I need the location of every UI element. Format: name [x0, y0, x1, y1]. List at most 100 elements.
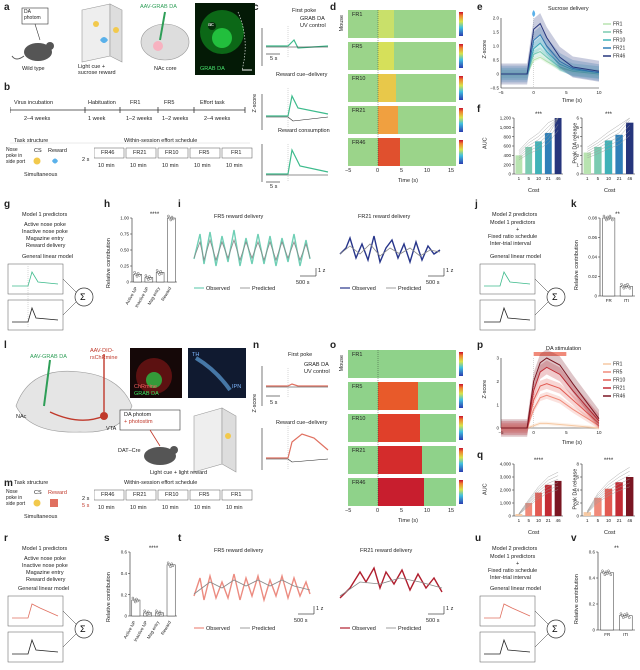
t-z-1: 1 z: [316, 606, 324, 612]
data-point: [170, 562, 173, 565]
aav-label: AAV-GRAB DA: [140, 4, 177, 10]
u-title: Model 2 predictors: [492, 546, 538, 552]
x-tick-label: 1: [586, 176, 589, 181]
x-tick-label: FR: [604, 632, 611, 637]
subject-line: [518, 117, 559, 153]
y-tick-label: 0: [124, 614, 127, 619]
panel-label-d: d: [330, 2, 337, 13]
legend-label: FR5: [613, 30, 623, 36]
o-tick-1: −5: [345, 508, 352, 514]
bar: [544, 484, 552, 516]
data-point: [608, 571, 611, 574]
d-tick-2: 0: [376, 168, 380, 174]
n-scale: 5 s: [270, 400, 278, 406]
subject-line: [518, 489, 559, 515]
panel-label-v: v: [571, 533, 577, 544]
svg-text:Σ: Σ: [552, 624, 558, 634]
data-point: [136, 599, 139, 603]
f-ylabel-auc: AUC: [482, 137, 489, 149]
m-min-1: 10 min: [98, 505, 115, 511]
m-schedule-boxes: [94, 489, 253, 501]
l-ipn: IPN: [232, 384, 242, 390]
legend-label: FR21: [613, 46, 625, 52]
series-error-band: [501, 13, 599, 85]
data-point: [626, 614, 630, 617]
data-point: [134, 273, 138, 276]
legend-label: FR46: [613, 54, 625, 60]
d-tick-3: 5: [400, 168, 404, 174]
min-label-3: 10 min: [162, 163, 179, 169]
c-title-1: First poke: [292, 8, 317, 14]
subject-line: [518, 475, 559, 514]
x-tick-label: 0: [532, 90, 535, 95]
i-title-2: FR21 reward delivery: [358, 214, 411, 220]
significance-label: ***: [605, 112, 613, 118]
trace-first-poke: [266, 38, 329, 49]
panel-d-heatmaps: [348, 10, 463, 166]
data-point: [606, 572, 609, 575]
bar: [525, 146, 533, 174]
l-cue: Light cue + light reward: [150, 470, 208, 476]
data-point: [159, 270, 162, 273]
x-tick-label: ITI: [624, 298, 629, 303]
bar: [535, 141, 542, 174]
significance-label: ****: [534, 458, 544, 464]
l-aav2: AAV-DIO-: [90, 348, 114, 354]
data-point: [170, 215, 174, 219]
l-nac: NAc: [16, 414, 27, 420]
y-tick-label: 0.2: [121, 592, 128, 597]
t-scale-2: 500 s: [426, 618, 440, 624]
m-min-5: 10 min: [226, 505, 243, 511]
legend-label: FR46: [613, 394, 625, 400]
series-line: [501, 422, 600, 429]
subject-line: [518, 130, 559, 161]
y-tick-label: 2.0: [493, 16, 500, 21]
y-tick-label: 2,000: [500, 488, 512, 493]
data-point: [158, 610, 162, 614]
m-min-3: 10 min: [162, 505, 179, 511]
r-glm: General linear model: [18, 586, 70, 592]
data-point: [603, 216, 607, 220]
series-error-band: [501, 47, 599, 79]
panel-label-l: l: [4, 340, 7, 351]
g-item-4: Reward delivery: [26, 243, 66, 249]
j-item-1: Model 1 predictors: [490, 220, 536, 226]
y-tick-label: 0.6: [589, 550, 596, 555]
nac-core-label: NAc core: [154, 66, 177, 72]
y-tick-label: 0.25: [120, 264, 129, 269]
o-row-fr21: FR21: [352, 448, 366, 454]
panel-q-auc-chart: 4,000 3,000 2,000 1,000 0 1 5 10 21 46 ****: [500, 458, 563, 523]
subject-line: [518, 478, 559, 515]
m-schedule-fr10: FR10: [165, 492, 179, 498]
data-point: [607, 217, 610, 221]
n-title-2: Reward cue–delivery: [276, 420, 328, 426]
data-point: [145, 276, 149, 279]
legend-label: FR21: [613, 386, 625, 392]
o-ylabel: Mouse: [339, 354, 346, 372]
j-item-3: Fixed ratio schedule: [488, 234, 538, 240]
f-ylabel-peak: Peak DA release: [572, 122, 579, 164]
m-reward: Reward: [48, 490, 67, 496]
o-heatmap-fr10: [348, 414, 456, 442]
f-xlabel-auc: Cost: [528, 188, 540, 194]
panel-label-u: u: [475, 533, 482, 544]
s-ylabel: Relative contribution: [105, 572, 112, 623]
x-tick-label: 21: [546, 518, 552, 523]
o-row-fr46: FR46: [352, 480, 366, 486]
t-pred-2: Predicted: [398, 626, 422, 632]
x-tick-label: 21: [546, 176, 552, 181]
c-ylabel: Z-score: [252, 93, 259, 113]
x-tick-label: 1: [586, 518, 589, 523]
e-title: Sucrose delivery: [548, 6, 589, 12]
data-point: [166, 561, 170, 564]
significance-label: **: [615, 212, 620, 218]
bar: [604, 488, 613, 516]
x-tick-label: −5: [498, 90, 504, 95]
wild-type-label: Wild type: [22, 66, 45, 72]
y-tick-label: 0.50: [120, 248, 129, 253]
o-heatmap-fr1: [348, 350, 456, 378]
u-glm-diagram: Σ: [479, 595, 566, 663]
data-point: [611, 218, 614, 222]
min-label-1: 10 min: [98, 163, 115, 169]
c-legend-grab: GRAB DA: [300, 16, 325, 22]
